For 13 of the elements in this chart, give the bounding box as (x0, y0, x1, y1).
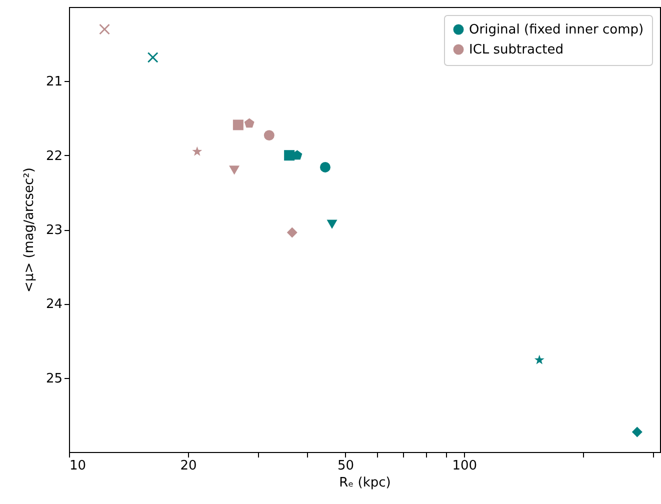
y-axis-title: <μ> (mag/arcsec²) (22, 168, 37, 292)
y-tick-label: 21 (46, 74, 62, 90)
y-tick-label: 25 (46, 371, 62, 386)
x-tick-label: 10 (70, 458, 86, 474)
x-tick-label: 20 (180, 458, 197, 474)
y-tick-label: 22 (46, 148, 62, 164)
x-tick-label: 100 (452, 458, 478, 474)
legend-label: Original (fixed inner comp) (469, 22, 644, 38)
y-tick-label: 23 (46, 223, 62, 238)
x-tick-label: 50 (337, 458, 354, 474)
y-tick-label: 24 (46, 297, 62, 312)
legend-label: ICL subtracted (469, 42, 564, 58)
x-axis-title: Rₑ (kpc) (339, 476, 391, 490)
